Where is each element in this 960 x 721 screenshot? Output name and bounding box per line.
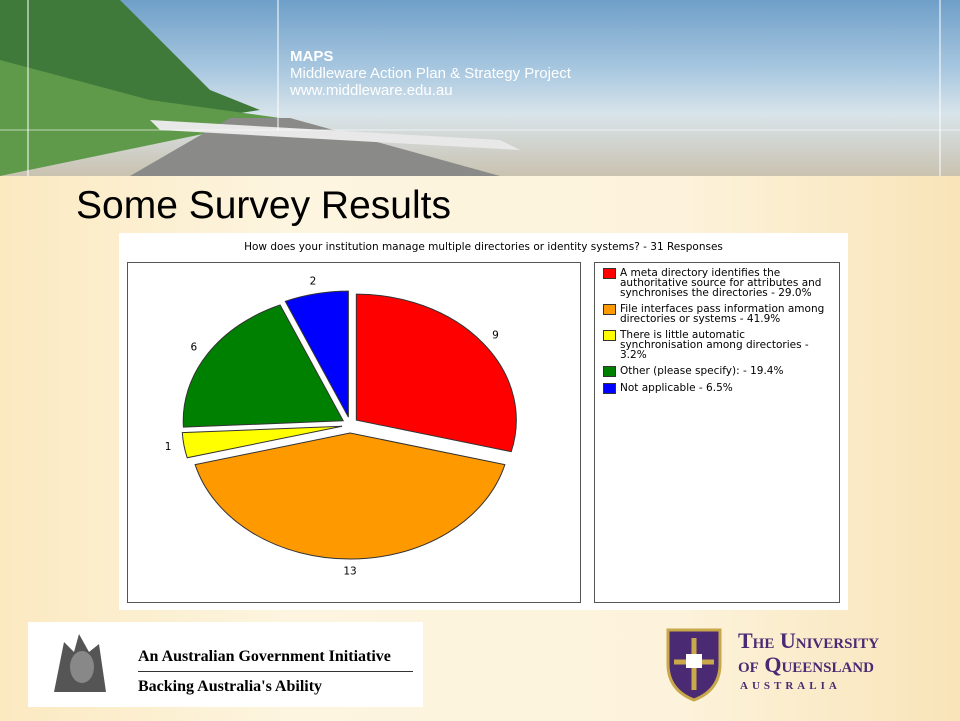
pie-slice — [356, 294, 516, 452]
legend-label: There is little automatic synchronisatio… — [620, 330, 831, 360]
uni-line1: The University — [738, 628, 879, 654]
pie-slice — [195, 433, 505, 559]
legend-swatch — [603, 366, 616, 377]
data-label: 2 — [310, 275, 317, 287]
data-label: 13 — [343, 566, 356, 578]
slide: {"header": {"title": "MAPS", "subtitle":… — [0, 0, 960, 721]
gov-line2: Backing Australia's Ability — [138, 678, 322, 696]
legend-swatch — [603, 383, 616, 394]
uni-line3: AUSTRALIA — [740, 680, 841, 692]
legend: A meta directory identifies the authorit… — [594, 262, 840, 603]
legend-swatch — [603, 330, 616, 341]
plot-area: 9 13 1 6 2 — [127, 262, 581, 603]
legend-item: A meta directory identifies the authorit… — [603, 268, 831, 298]
government-logo: An Australian Government Initiative Back… — [28, 622, 423, 707]
header-subtitle: Middleware Action Plan & Strategy Projec… — [290, 65, 571, 82]
header-url: www.middleware.edu.au — [290, 82, 571, 99]
header-text: MAPS Middleware Action Plan & Strategy P… — [290, 48, 571, 99]
chart-title: How does your institution manage multipl… — [119, 241, 848, 253]
legend-swatch — [603, 304, 616, 315]
slide-title: Some Survey Results — [76, 184, 451, 228]
legend-item: Other (please specify): - 19.4% — [603, 366, 831, 377]
coat-of-arms — [34, 622, 134, 707]
header-title: MAPS — [290, 48, 571, 65]
legend-label: File interfaces pass information among d… — [620, 304, 831, 324]
legend-item: Not applicable - 6.5% — [603, 383, 831, 394]
data-label: 9 — [492, 329, 499, 341]
chart: How does your institution manage multipl… — [119, 233, 848, 610]
pie: 9 13 1 6 2 — [128, 263, 580, 602]
data-label: 1 — [165, 441, 172, 453]
data-label: 6 — [191, 341, 198, 353]
legend-label: Other (please specify): - 19.4% — [620, 366, 783, 376]
gov-line1: An Australian Government Initiative — [138, 648, 391, 666]
legend-item: File interfaces pass information among d… — [603, 304, 831, 324]
header-banner: MAPS Middleware Action Plan & Strategy P… — [0, 0, 960, 176]
legend-label: A meta directory identifies the authorit… — [620, 268, 831, 298]
legend-item: There is little automatic synchronisatio… — [603, 330, 831, 360]
university-logo: The University of Queensland AUSTRALIA — [660, 624, 950, 704]
legend-swatch — [603, 268, 616, 279]
legend-label: Not applicable - 6.5% — [620, 383, 733, 393]
crest — [660, 624, 730, 704]
uni-line2: of Queensland — [738, 652, 874, 678]
gov-rule — [138, 671, 413, 672]
